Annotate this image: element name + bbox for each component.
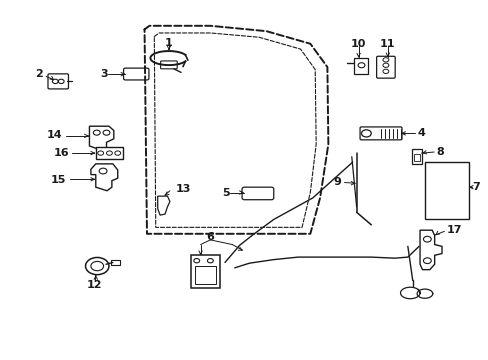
Text: 16: 16 — [53, 148, 69, 158]
Bar — [413, 154, 419, 161]
Text: 7: 7 — [471, 182, 479, 192]
Bar — [190, 255, 220, 288]
Text: 6: 6 — [206, 232, 214, 242]
Text: 8: 8 — [435, 147, 443, 157]
Text: 13: 13 — [175, 184, 190, 194]
Text: 4: 4 — [417, 129, 425, 138]
Text: 14: 14 — [47, 130, 62, 140]
FancyBboxPatch shape — [123, 68, 149, 80]
Bar — [411, 149, 421, 164]
Bar — [353, 58, 367, 74]
FancyBboxPatch shape — [376, 56, 394, 78]
Bar — [96, 147, 122, 159]
FancyBboxPatch shape — [160, 61, 177, 69]
Text: 9: 9 — [332, 177, 340, 187]
FancyBboxPatch shape — [242, 187, 273, 200]
Text: 11: 11 — [379, 39, 395, 49]
Text: 10: 10 — [350, 39, 366, 49]
Text: 12: 12 — [87, 280, 102, 290]
Text: 1: 1 — [165, 38, 172, 48]
Bar — [194, 266, 216, 284]
Text: 17: 17 — [446, 225, 461, 235]
Bar — [424, 162, 468, 220]
Text: 2: 2 — [35, 69, 42, 79]
Text: 5: 5 — [222, 188, 229, 198]
FancyBboxPatch shape — [48, 74, 68, 89]
Text: 15: 15 — [51, 175, 66, 185]
FancyBboxPatch shape — [359, 127, 401, 140]
Text: 3: 3 — [100, 69, 108, 79]
Bar — [111, 260, 120, 265]
